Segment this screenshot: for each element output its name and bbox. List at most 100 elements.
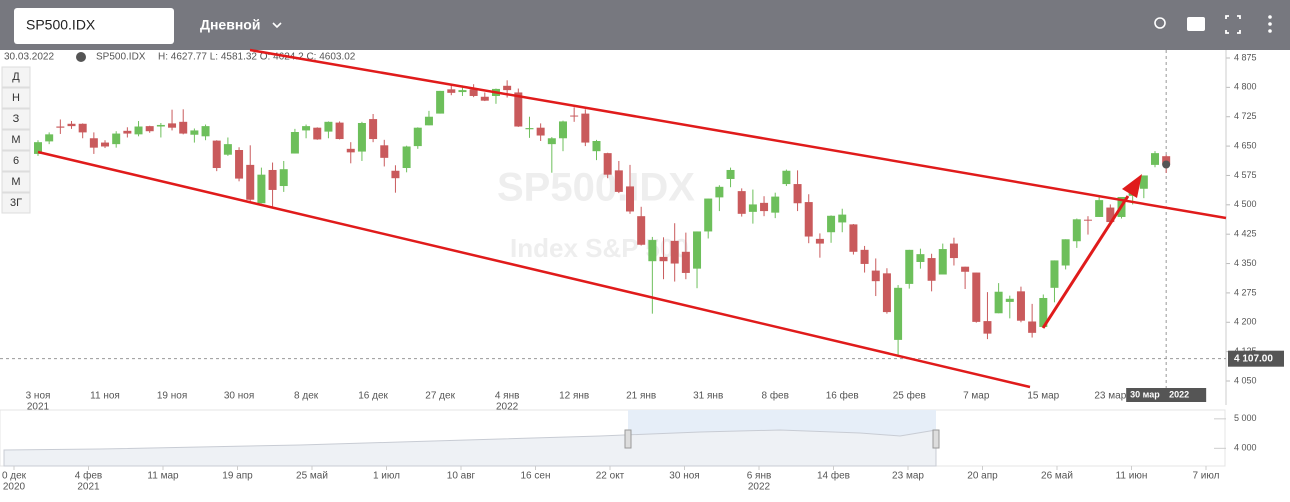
candle-body bbox=[223, 144, 232, 155]
crosshair-year: 2022 bbox=[1169, 389, 1189, 399]
candle-body bbox=[726, 169, 735, 179]
navigator-label: 4 фев bbox=[75, 470, 102, 482]
candle-body bbox=[882, 273, 891, 313]
y-tick-label: 4 275 bbox=[1234, 287, 1257, 297]
period-label: Д bbox=[12, 71, 20, 83]
candle-body bbox=[815, 238, 824, 244]
candle-body bbox=[346, 148, 355, 153]
x-tick-label: 25 фев bbox=[893, 390, 926, 402]
period-button[interactable] bbox=[1, 108, 31, 130]
navigator-label: 1 июл bbox=[373, 471, 400, 482]
navigator-y-label: 4 000 bbox=[1234, 443, 1257, 453]
candle-body bbox=[894, 287, 903, 340]
candle-body bbox=[313, 127, 322, 140]
period-label: 3Г bbox=[10, 197, 22, 209]
period-button[interactable] bbox=[1, 87, 31, 109]
candle-body bbox=[737, 191, 746, 214]
candle-body bbox=[447, 89, 456, 93]
price-tag bbox=[1228, 350, 1284, 367]
x-tick-label: 30 ноя bbox=[224, 391, 254, 402]
candle-body bbox=[916, 254, 925, 262]
y-tick-label: 4 575 bbox=[1234, 170, 1257, 180]
candle-body bbox=[804, 202, 813, 237]
candle-body bbox=[279, 169, 288, 187]
menu-icon[interactable] bbox=[1268, 15, 1272, 33]
candle-body bbox=[1083, 219, 1092, 221]
candle-body bbox=[547, 138, 556, 145]
period-button[interactable] bbox=[1, 192, 31, 214]
navigator-year: 2021 bbox=[77, 482, 100, 493]
candle-body bbox=[56, 126, 65, 128]
candle-body bbox=[101, 142, 110, 147]
candle-body bbox=[681, 251, 690, 273]
navigator-label: 20 апр bbox=[967, 471, 998, 482]
x-tick-label: 4 янв bbox=[495, 391, 520, 402]
x-tick-label: 15 мар bbox=[1027, 391, 1059, 402]
candle-body bbox=[693, 231, 702, 269]
period-button[interactable] bbox=[1, 171, 31, 193]
candle-body bbox=[179, 121, 188, 134]
candle-body bbox=[480, 96, 489, 101]
info-dot bbox=[76, 52, 86, 62]
navigator-label: 7 июл bbox=[1192, 471, 1219, 482]
trend-line bbox=[37, 150, 1031, 389]
navigator-handle[interactable] bbox=[624, 429, 632, 449]
candle-body bbox=[45, 134, 54, 142]
period-select[interactable]: Дневной bbox=[200, 17, 260, 33]
candle-body bbox=[1072, 219, 1081, 242]
candle-body bbox=[335, 122, 344, 140]
navigator-area bbox=[3, 429, 937, 467]
navigator-label: 0 дек bbox=[2, 471, 27, 482]
x-tick-label: 8 дек bbox=[294, 391, 319, 402]
price-tag-label: 4 107.00 bbox=[1234, 353, 1273, 364]
candle-body bbox=[760, 202, 769, 212]
navigator-handle[interactable] bbox=[932, 429, 940, 449]
candle-body bbox=[637, 216, 646, 245]
candle-body bbox=[402, 146, 411, 169]
candle-body bbox=[168, 123, 177, 128]
period-button[interactable] bbox=[1, 66, 31, 88]
candle-body bbox=[905, 249, 914, 284]
fullscreen-icon[interactable] bbox=[1225, 15, 1241, 34]
period-button[interactable] bbox=[1, 150, 31, 172]
y-tick-label: 4 050 bbox=[1234, 375, 1257, 385]
candle-body bbox=[715, 186, 724, 198]
dropdown-icon[interactable] bbox=[272, 22, 282, 29]
navigator-label: 23 мар bbox=[892, 471, 924, 482]
candle-body bbox=[190, 130, 199, 135]
candle-body bbox=[827, 215, 836, 233]
symbol-input[interactable] bbox=[14, 8, 174, 44]
candle-body bbox=[458, 90, 467, 93]
candle-body bbox=[748, 204, 757, 212]
candle-body bbox=[592, 141, 601, 152]
x-tick-label: 19 ноя bbox=[157, 391, 187, 402]
candle-body bbox=[89, 138, 98, 148]
candle-body bbox=[771, 196, 780, 213]
x-year-label: 2022 bbox=[496, 402, 519, 413]
period-button[interactable] bbox=[1, 129, 31, 151]
candle-body bbox=[123, 130, 132, 134]
period-label: Н bbox=[12, 92, 20, 104]
x-tick-label: 7 мар bbox=[963, 391, 990, 402]
candle-body bbox=[290, 131, 299, 154]
candle-body bbox=[558, 121, 567, 139]
arrow-line bbox=[1041, 195, 1130, 329]
candle-body bbox=[927, 258, 936, 281]
navigator-label: 11 мар bbox=[147, 471, 179, 482]
navigator-label: 11 июн bbox=[1116, 471, 1148, 482]
image-icon[interactable] bbox=[1187, 17, 1205, 31]
candle-body bbox=[34, 142, 42, 154]
candle-body bbox=[1005, 298, 1014, 302]
candle-body bbox=[983, 321, 992, 334]
candle-body bbox=[514, 92, 523, 127]
candle-body bbox=[134, 126, 143, 135]
navigator-label: 14 фев bbox=[817, 470, 850, 482]
candle-body bbox=[1106, 207, 1115, 223]
y-tick-label: 4 875 bbox=[1234, 52, 1257, 62]
y-tick-label: 4 200 bbox=[1234, 317, 1257, 327]
idea-icon[interactable] bbox=[1154, 17, 1166, 29]
period-label: М bbox=[11, 134, 20, 146]
candle-body bbox=[413, 127, 422, 147]
y-tick-label: 4 500 bbox=[1234, 199, 1257, 209]
